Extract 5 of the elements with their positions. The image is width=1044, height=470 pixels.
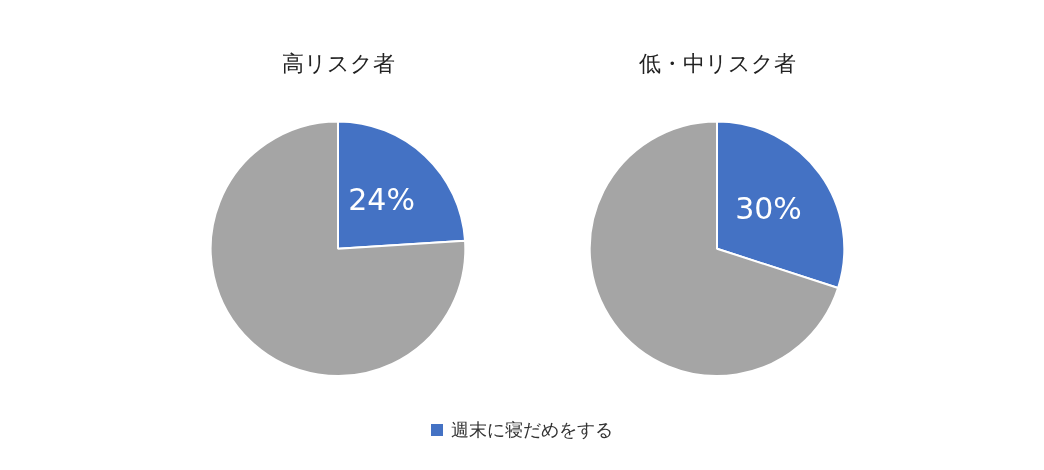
data-label: 30% — [735, 191, 802, 227]
legend-label: 週末に寝だめをする — [451, 418, 613, 442]
chart-title: 高リスク者 — [281, 50, 395, 76]
data-label: 24% — [348, 182, 415, 218]
chart-title: 低・中リスク者 — [638, 50, 796, 76]
